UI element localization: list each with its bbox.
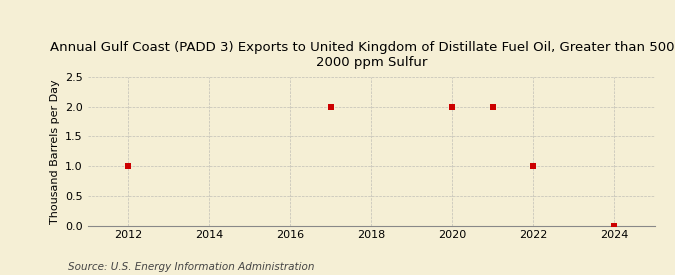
Text: Source: U.S. Energy Information Administration: Source: U.S. Energy Information Administ… (68, 262, 314, 272)
Y-axis label: Thousand Barrels per Day: Thousand Barrels per Day (49, 79, 59, 224)
Point (528, 164, 539, 168)
Point (487, 104, 498, 109)
Point (123, 164, 134, 168)
Point (609, 223, 620, 228)
Title: Annual Gulf Coast (PADD 3) Exports to United Kingdom of Distillate Fuel Oil, Gre: Annual Gulf Coast (PADD 3) Exports to Un… (50, 41, 675, 69)
Point (325, 104, 336, 109)
Point (447, 104, 458, 109)
